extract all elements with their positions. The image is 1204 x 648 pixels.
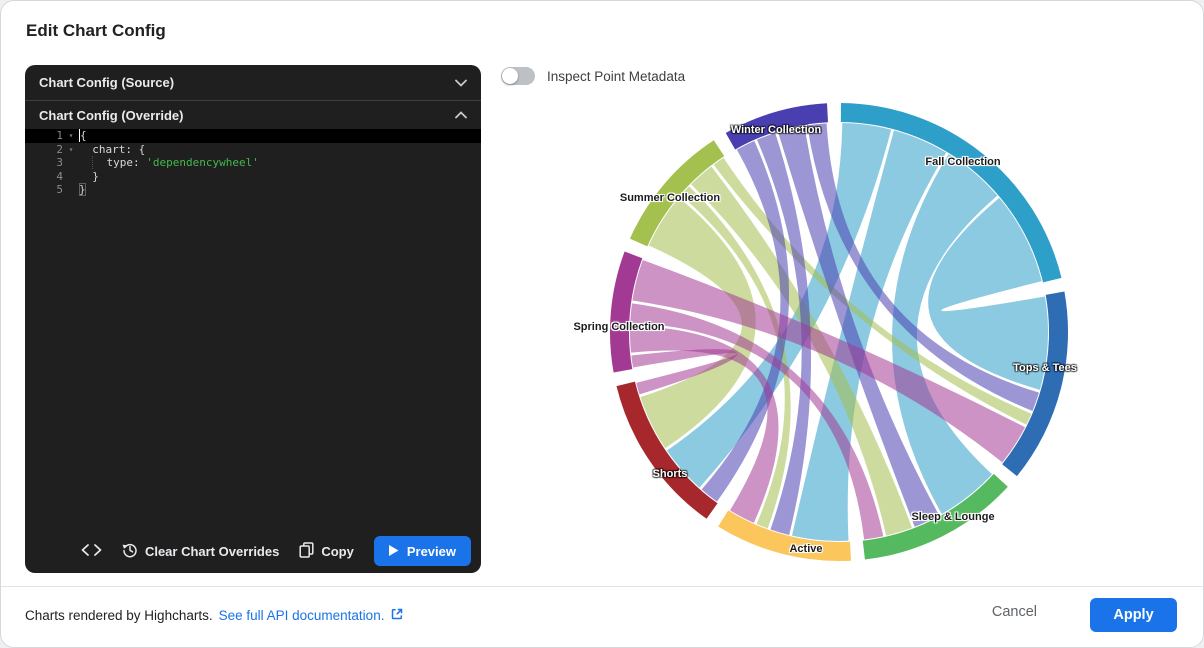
copy-icon xyxy=(299,541,314,561)
preview-label: Preview xyxy=(406,543,456,559)
line-number: 5 xyxy=(56,183,63,196)
code-line-2[interactable]: 2 ▾ chart: { xyxy=(25,143,481,157)
link-ribbon[interactable] xyxy=(792,130,947,541)
link-ribbon[interactable] xyxy=(631,349,738,395)
chart-node-label: Shorts xyxy=(652,468,688,480)
chart-node-label: Sleep & Lounge xyxy=(911,511,995,523)
inspect-toggle-row: Inspect Point Metadata xyxy=(501,67,685,85)
external-link-icon xyxy=(390,607,404,624)
api-documentation-link-label: See full API documentation. xyxy=(218,608,385,623)
highcharts-credit-text: Charts rendered by Highcharts. xyxy=(25,608,213,623)
cancel-button[interactable]: Cancel xyxy=(991,604,1037,620)
code-text: } xyxy=(79,183,86,196)
link-ribbon[interactable] xyxy=(632,259,1026,463)
editor-toolbar: Clear Chart Overrides Copy Preview xyxy=(25,536,471,566)
toggle-knob xyxy=(502,68,518,84)
node-arc[interactable] xyxy=(725,103,829,150)
footer-divider xyxy=(1,586,1203,587)
inspect-toggle-label: Inspect Point Metadata xyxy=(547,68,686,84)
chevron-down-icon xyxy=(455,79,467,87)
code-line-3[interactable]: 3 type: 'dependencywheel' xyxy=(25,156,481,170)
link-ribbon[interactable] xyxy=(629,325,779,523)
node-arc[interactable] xyxy=(610,251,643,373)
clear-chart-overrides-button[interactable]: Clear Chart Overrides xyxy=(122,542,279,561)
chart-node-label: Summer Collection xyxy=(619,192,721,204)
api-documentation-link[interactable]: See full API documentation. xyxy=(219,607,405,624)
preview-button[interactable]: Preview xyxy=(373,536,471,566)
section-header-override[interactable]: Chart Config (Override) xyxy=(25,101,481,129)
link-ribbon[interactable] xyxy=(807,123,1040,412)
link-ribbon[interactable] xyxy=(757,132,812,535)
link-ribbon[interactable] xyxy=(666,123,892,488)
fold-arrow-icon[interactable]: ▾ xyxy=(68,131,74,140)
section-header-source[interactable]: Chart Config (Source) xyxy=(25,65,481,101)
history-icon xyxy=(122,542,138,561)
node-arc[interactable] xyxy=(718,510,851,562)
fold-arrow-icon[interactable]: ▾ xyxy=(68,144,74,154)
node-arc[interactable] xyxy=(1002,291,1069,477)
code-text: { xyxy=(79,129,87,142)
link-ribbon[interactable] xyxy=(778,125,940,527)
clear-chart-overrides-label: Clear Chart Overrides xyxy=(144,543,280,559)
link-ribbon[interactable] xyxy=(630,303,884,540)
line-number: 1 xyxy=(56,129,63,142)
line-number: 4 xyxy=(56,169,63,183)
code-view-button[interactable] xyxy=(81,543,102,559)
node-arc[interactable] xyxy=(616,381,718,519)
code-editor[interactable]: 1 ▾{2 ▾ chart: {3 type: 'dependencywheel' 4… xyxy=(25,129,481,197)
node-arc[interactable] xyxy=(840,103,1062,283)
chart-node-label: Active xyxy=(789,543,823,555)
link-ribbon[interactable] xyxy=(892,154,998,515)
copy-label: Copy xyxy=(321,543,354,559)
chevron-up-icon xyxy=(455,111,467,119)
link-ribbon[interactable] xyxy=(691,166,913,536)
apply-button[interactable]: Apply xyxy=(1090,598,1177,632)
link-ribbon[interactable] xyxy=(928,197,1049,390)
play-icon xyxy=(388,544,399,559)
link-ribbon[interactable] xyxy=(680,186,791,529)
source-header-label: Chart Config (Source) xyxy=(39,75,175,90)
chart-config-editor-panel: Chart Config (Source) Chart Config (Over… xyxy=(25,65,481,573)
line-number: 2 xyxy=(56,142,63,156)
node-arc[interactable] xyxy=(629,140,725,247)
chart-node-label: Spring Collection xyxy=(573,321,665,333)
code-line-1[interactable]: 1 ▾ { xyxy=(25,129,481,143)
inspect-point-metadata-toggle[interactable] xyxy=(501,67,535,85)
page-title: Edit Chart Config xyxy=(26,21,166,40)
chart-node-label: Winter Collection xyxy=(730,124,822,136)
override-header-label: Chart Config (Override) xyxy=(39,107,184,123)
link-ribbon[interactable] xyxy=(640,197,756,449)
line-number: 3 xyxy=(56,156,63,169)
code-text: } xyxy=(92,169,99,183)
code-text: chart: { xyxy=(92,142,146,156)
copy-button[interactable]: Copy xyxy=(299,541,354,561)
link-ribbon[interactable] xyxy=(713,157,1032,425)
angle-brackets-icon xyxy=(81,543,102,559)
chart-node-label: Fall Collection xyxy=(925,156,1001,168)
code-lines: 1 ▾{2 ▾ chart: {3 type: 'dependencywheel' 4… xyxy=(25,129,481,197)
code-line-4[interactable]: 4 } xyxy=(25,170,481,184)
code-line-5[interactable]: 5} xyxy=(25,183,481,197)
node-arc[interactable] xyxy=(862,473,1008,560)
footer-credit: Charts rendered by Highcharts. See full … xyxy=(25,607,404,624)
code-text: type: 'dependencywheel' xyxy=(79,156,259,170)
chart-node-label: Tops & Tees xyxy=(1013,362,1077,374)
link-ribbon[interactable] xyxy=(701,140,790,502)
